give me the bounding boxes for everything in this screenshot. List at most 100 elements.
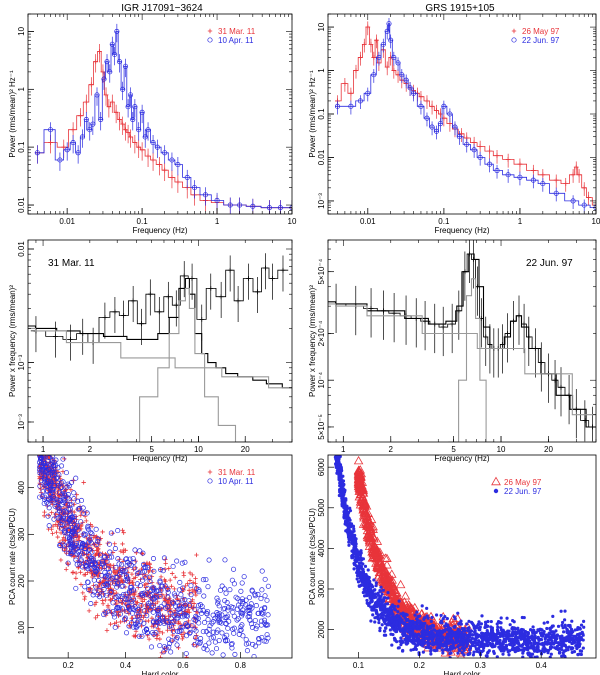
p6-point-marker [353,477,364,487]
p2-point-marker [487,161,493,167]
p6-point-marker [521,655,525,658]
p5-point-marker [105,603,111,608]
p2-point-marker [563,181,569,187]
p1-point-marker [117,117,122,122]
p2-point-marker [530,177,536,183]
p4-point-marker [505,331,510,336]
p5-point-marker [196,587,202,593]
p2-point-marker [334,103,341,109]
p1-point-marker [175,162,181,168]
p5-point-marker [151,568,157,574]
p5-point-marker [192,606,198,612]
p6-point-marker [489,625,493,629]
p6-point-marker [380,592,384,596]
p5-point-marker [98,573,105,579]
p5-point-marker [225,625,231,631]
p5-point-marker [258,618,264,624]
p5-point-marker [160,630,165,636]
p1-point-marker [120,121,126,127]
p5-point-marker [61,547,67,553]
p5-point-marker [261,638,267,644]
p5-point-marker [83,572,88,577]
p6-point-marker [347,543,351,547]
p5-point-marker [114,574,120,580]
p1-point-marker [132,140,138,145]
p5-point-marker [131,576,137,581]
p5-point-marker [205,584,211,590]
p6-point-marker [578,649,582,653]
p1-y-axis-label: Power (rms/mean)² Hz⁻¹ [8,70,17,158]
p6-point-marker [403,616,407,620]
p5-point-marker [70,528,76,534]
p5-point-marker [141,590,147,596]
p1-point-marker [34,150,40,156]
p5-point-marker [124,562,130,569]
p5-point-marker [111,565,116,570]
p1-point-marker [127,92,134,98]
p6-point-marker [369,619,373,623]
p5-point-marker [252,617,258,624]
p3-frame [27,239,293,443]
p5-point-marker [230,609,236,615]
p5-point-marker [115,593,121,599]
p2-point-marker [441,103,447,109]
p5-point-marker [151,587,157,593]
p2-x-tick-label: 0.1 [438,217,450,226]
p5-point-marker [188,583,194,589]
p5-point-marker [134,613,139,618]
p6-point-marker [392,588,402,597]
p6-point-marker [382,596,386,600]
p5-point-marker [148,565,153,570]
p6-point-marker [429,646,433,650]
p3-point-marker [270,276,275,281]
p6-point-marker [358,511,369,520]
p5-y-tick-label: 300 [17,527,26,541]
p1-series-0 [34,43,292,214]
p6-point-marker [569,647,574,651]
p5-point-marker [219,630,225,636]
p6-point-marker [353,466,364,475]
p5-point-marker [61,508,67,514]
p3-point-marker [208,285,214,291]
p5-point-marker [96,559,102,565]
p5-point-marker [238,588,244,594]
p2-plot-area [334,17,596,214]
p5-point-marker [151,585,157,591]
p6-point-marker [510,634,515,638]
p5-point-marker [111,569,116,575]
p4-x-tick-label: 2 [389,445,394,454]
p5-point-marker [78,582,84,587]
p5-point-marker [58,557,64,563]
p5-point-marker [179,597,185,603]
p5-point-marker [193,576,198,581]
p3-series-line [28,327,292,389]
p2-point-marker [371,55,377,60]
p5-point-marker [50,463,56,469]
p5-point-marker [120,528,125,533]
p6-point-marker [425,606,429,610]
p5-point-marker [118,619,123,625]
p5-point-marker [115,528,121,534]
p6-point-marker [359,508,370,517]
p5-point-marker [120,541,125,547]
p6-point-marker [430,615,434,620]
p5-point-marker [118,562,125,568]
p5-point-marker [89,531,95,537]
p6-point-marker [545,626,549,631]
p5-point-marker [76,552,82,558]
p5-point-marker [187,570,193,576]
p5-point-marker [168,622,174,628]
p5-point-marker [157,636,163,642]
p6-point-marker [489,629,494,633]
p5-point-marker [210,634,216,640]
p5-point-marker [44,481,50,487]
p5-point-marker [215,598,221,604]
p5-point-marker [97,552,104,558]
p5-point-marker [40,459,47,465]
p6-point-marker [399,636,403,640]
p5-point-marker [215,627,221,633]
p5-point-marker [119,567,126,574]
p5-point-marker [129,620,134,625]
p5-point-marker [121,550,126,555]
